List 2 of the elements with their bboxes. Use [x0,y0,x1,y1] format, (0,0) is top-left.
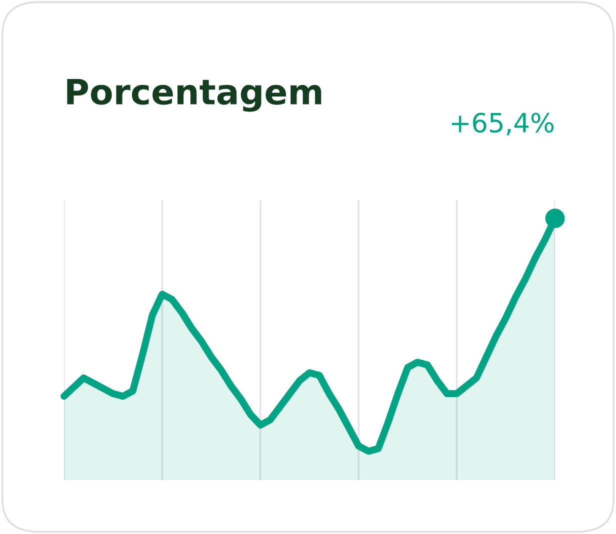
text: +65,4% [452,112,554,136]
chart-title: Porcentagem [67,78,322,112]
